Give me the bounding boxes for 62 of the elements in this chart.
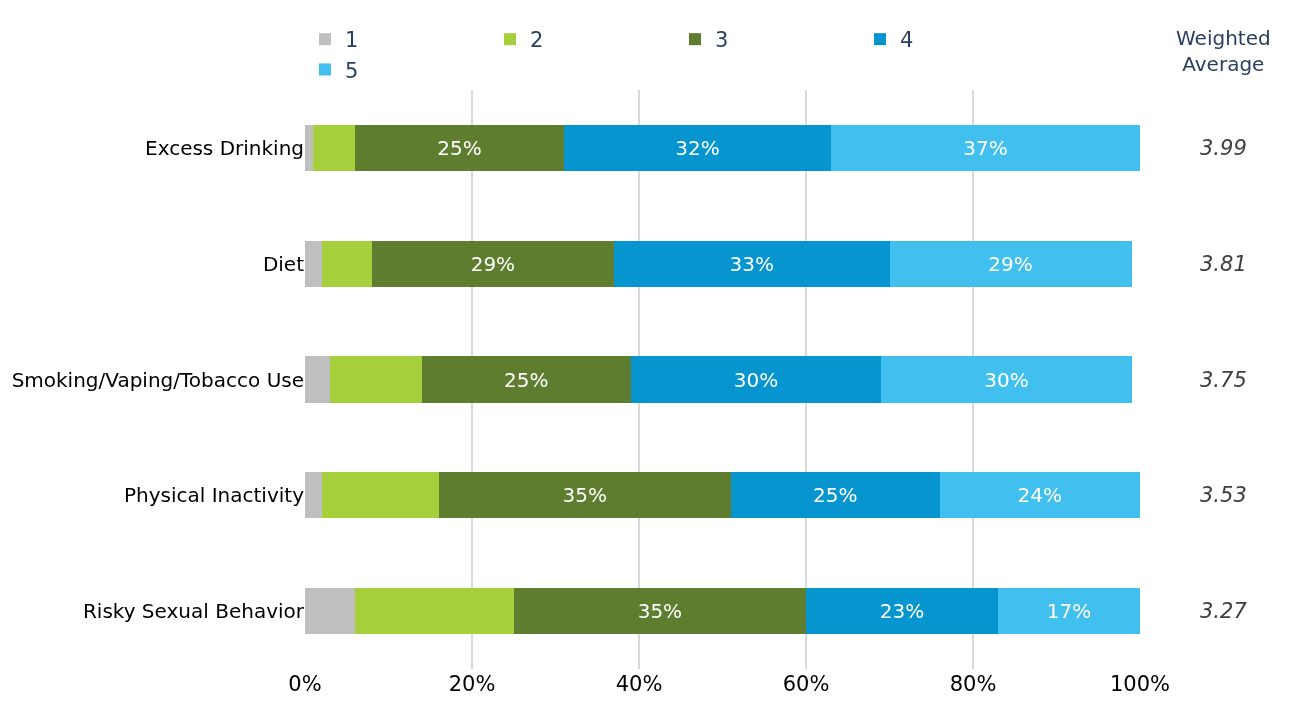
- bar: [881, 356, 1132, 403]
- text: 3.75: [1200, 368, 1247, 392]
- data-label: 33%: [729, 251, 774, 276]
- bar: [998, 587, 1140, 635]
- data-label: 24%: [1017, 483, 1063, 508]
- x-tick-label: 80%: [949, 672, 997, 696]
- data-label: 30%: [733, 367, 779, 392]
- text: 3.53: [1200, 483, 1247, 507]
- bar: [355, 124, 564, 172]
- data-label: 32%: [675, 135, 720, 160]
- data-label: 35%: [562, 483, 607, 508]
- x-tick-label: 20%: [448, 672, 496, 696]
- data-label: 35%: [637, 599, 683, 624]
- x-tick-label: 40%: [615, 672, 663, 696]
- x-tick-label: 100%: [1109, 672, 1171, 696]
- x-tick-label: 60%: [782, 672, 830, 696]
- legend-label: 4: [900, 28, 914, 53]
- bar: [305, 356, 331, 403]
- bar: [330, 356, 422, 403]
- bar: [806, 587, 999, 635]
- bar: [630, 356, 882, 403]
- bar: [730, 472, 940, 519]
- bar: [371, 240, 614, 287]
- bar: [313, 124, 356, 172]
- bar: [438, 472, 731, 519]
- text: 3.99: [1200, 136, 1247, 160]
- bar: [889, 240, 1132, 287]
- data-label: 17%: [1046, 599, 1092, 624]
- x-tick-label: 0%: [288, 672, 322, 696]
- bar: [321, 240, 372, 287]
- legend-label: 5: [345, 58, 359, 83]
- y-tick-label: Diet: [262, 251, 305, 276]
- data-label: 25%: [813, 483, 858, 508]
- text: 3.27: [1200, 599, 1248, 623]
- data-label: 29%: [470, 251, 516, 276]
- bar: [613, 240, 890, 287]
- text: 3.81: [1200, 252, 1247, 276]
- bar: [305, 240, 322, 287]
- data-label: 29%: [988, 251, 1033, 276]
- bar: [355, 587, 514, 635]
- bar: [421, 356, 631, 403]
- bar: [939, 472, 1140, 519]
- bar: [305, 124, 314, 172]
- y-tick-label: Risky Sexual Behavior: [82, 599, 305, 624]
- text: Weighted Average: [1176, 26, 1271, 76]
- bar: [305, 587, 356, 635]
- data-label: 37%: [963, 135, 1008, 160]
- bar: [305, 472, 322, 519]
- bar: [513, 587, 806, 635]
- data-label: 23%: [879, 599, 925, 624]
- y-tick-label: Smoking/Vaping/Tobacco Use: [11, 367, 304, 392]
- data-label: 25%: [437, 135, 482, 160]
- bar: [563, 124, 832, 172]
- legend-label: 2: [530, 28, 544, 53]
- legend-label: 3: [715, 28, 729, 53]
- bar: [831, 124, 1140, 172]
- legend-label: 1: [345, 28, 359, 53]
- data-label: 30%: [984, 367, 1029, 392]
- y-tick-label: Physical Inactivity: [123, 483, 305, 508]
- y-tick-label: Excess Drinking: [145, 135, 304, 160]
- data-label: 25%: [504, 367, 549, 392]
- bar: [321, 472, 439, 519]
